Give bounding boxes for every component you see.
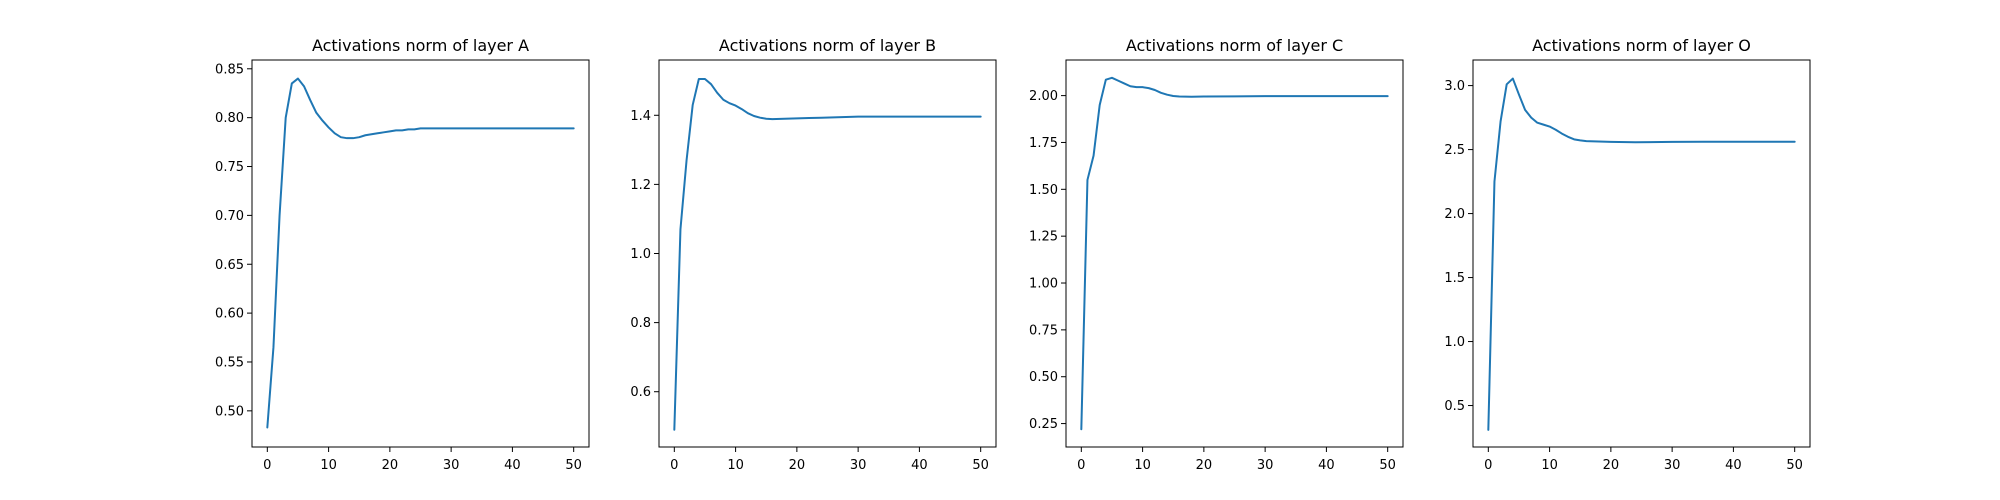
y-tick-label: 1.4 xyxy=(630,109,651,124)
y-tick-label: 1.00 xyxy=(1029,277,1058,292)
y-tick-label: 1.5 xyxy=(1444,271,1465,286)
x-tick-label: 20 xyxy=(1603,458,1620,473)
y-tick-label: 3.0 xyxy=(1444,79,1465,94)
x-tick-label: 10 xyxy=(320,458,337,473)
series-line xyxy=(266,77,575,429)
x-tick-label: 50 xyxy=(565,458,582,473)
chart-title: Activations norm of layer C xyxy=(1126,36,1343,55)
y-tick-label: 0.75 xyxy=(215,160,244,175)
x-tick-label: 0 xyxy=(1077,458,1085,473)
y-tick-label: 0.25 xyxy=(1029,417,1058,432)
x-tick-label: 50 xyxy=(1786,458,1803,473)
x-tick-label: 20 xyxy=(1196,458,1213,473)
y-tick-label: 2.00 xyxy=(1029,89,1058,104)
x-tick-label: 10 xyxy=(1134,458,1151,473)
x-tick-label: 50 xyxy=(972,458,989,473)
y-tick-label: 1.50 xyxy=(1029,183,1058,198)
x-tick-label: 0 xyxy=(670,458,678,473)
series-line xyxy=(1080,76,1389,431)
y-tick-label: 1.2 xyxy=(630,178,651,193)
y-tick-label: 0.85 xyxy=(215,62,244,77)
x-tick-label: 40 xyxy=(1725,458,1742,473)
y-tick-label: 0.6 xyxy=(630,385,651,400)
x-tick-label: 30 xyxy=(850,458,867,473)
y-tick-label: 0.8 xyxy=(630,316,651,331)
chart-panel-4: Activations norm of layer O 0 10 20 30 40 50 0.… xyxy=(1444,36,1811,473)
y-tick-label: 0.80 xyxy=(215,111,244,126)
y-tick-label: 1.0 xyxy=(1444,335,1465,350)
x-tick-label: 10 xyxy=(1541,458,1558,473)
y-tick-label: 0.75 xyxy=(1029,323,1058,338)
x-tick-label: 0 xyxy=(263,458,271,473)
y-tick-label: 0.5 xyxy=(1444,399,1465,414)
chart-title: Activations norm of layer O xyxy=(1532,36,1751,55)
plot-frame xyxy=(658,59,997,448)
x-tick-label: 30 xyxy=(1257,458,1274,473)
series-line xyxy=(1487,77,1796,431)
y-tick-label: 0.65 xyxy=(215,258,244,273)
chart-panel-3: Activations norm of layer C 0 10 20 30 40 50 0.… xyxy=(1029,36,1404,473)
x-tick-label: 30 xyxy=(443,458,460,473)
x-tick-label: 40 xyxy=(1318,458,1335,473)
chart-panel-1: Activations norm of layer A 0 10 20 30 40 50 0.… xyxy=(215,36,590,473)
chart-title: Activations norm of layer B xyxy=(719,36,936,55)
y-tick-label: 0.50 xyxy=(1029,370,1058,385)
x-tick-label: 20 xyxy=(382,458,399,473)
x-tick-label: 10 xyxy=(727,458,744,473)
y-tick-label: 0.60 xyxy=(215,307,244,322)
y-tick-label: 2.0 xyxy=(1444,207,1465,222)
x-tick-label: 0 xyxy=(1484,458,1492,473)
y-tick-label: 1.0 xyxy=(630,247,651,262)
y-tick-label: 2.5 xyxy=(1444,143,1465,158)
chart-title: Activations norm of layer A xyxy=(312,36,529,55)
x-tick-label: 50 xyxy=(1379,458,1396,473)
y-tick-label: 0.50 xyxy=(215,404,244,419)
plot-frame xyxy=(251,59,590,448)
x-tick-label: 40 xyxy=(504,458,521,473)
y-tick-label: 0.55 xyxy=(215,355,244,370)
plot-frame xyxy=(1472,59,1811,448)
series-line xyxy=(673,78,982,431)
y-tick-label: 1.25 xyxy=(1029,230,1058,245)
y-tick-label: 0.70 xyxy=(215,209,244,224)
chart-panel-2: Activations norm of layer B 0 10 20 30 40 50 0.… xyxy=(630,36,997,473)
plot-frame xyxy=(1065,59,1404,448)
x-tick-label: 30 xyxy=(1664,458,1681,473)
y-tick-label: 1.75 xyxy=(1029,136,1058,151)
x-tick-label: 20 xyxy=(789,458,806,473)
x-tick-label: 40 xyxy=(911,458,928,473)
